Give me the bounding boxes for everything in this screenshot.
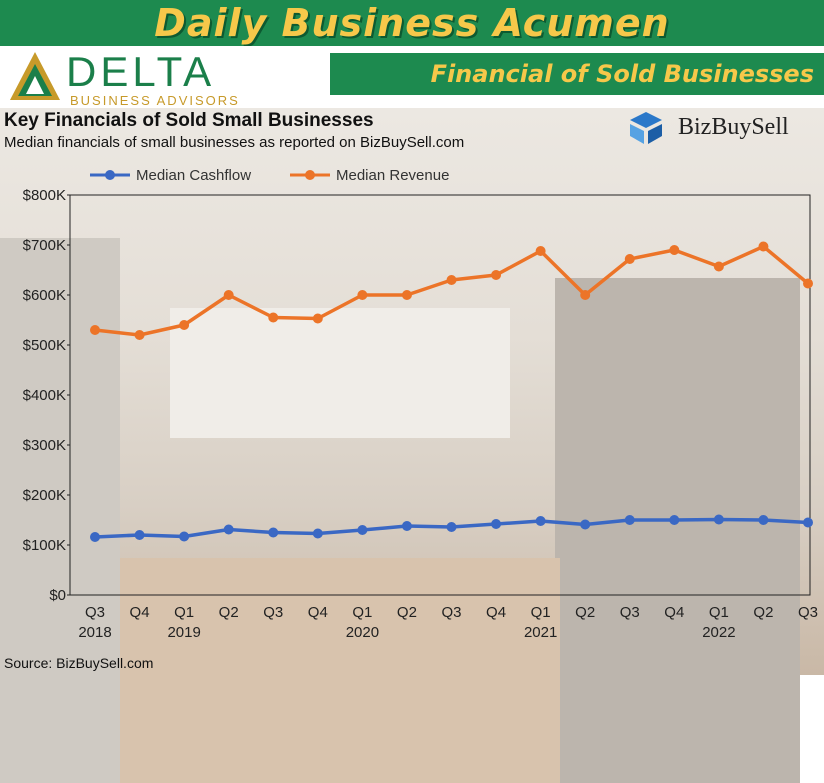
data-point: [357, 290, 368, 300]
data-point: [134, 530, 145, 540]
y-tick-label: $800K: [23, 187, 66, 204]
y-tick-label: $700K: [23, 237, 66, 254]
x-tick-label: Q1: [352, 604, 372, 621]
data-point: [268, 527, 279, 538]
series-line: [94, 244, 810, 337]
x-year-label: 2022: [702, 624, 735, 641]
x-year-label: 2020: [346, 624, 379, 641]
data-point: [401, 290, 412, 300]
data-point: [491, 519, 502, 529]
line-chart: Median Cashflow Median Revenue $0 $100K $20…: [23, 167, 818, 641]
x-tick-label: Q2: [397, 604, 417, 621]
x-tick-label: Q2: [575, 604, 595, 621]
data-point: [312, 528, 323, 539]
legend-label: Median Cashflow: [136, 167, 251, 184]
x-tick-label: Q3: [85, 604, 105, 621]
x-tick-label: Q3: [263, 604, 283, 621]
data-point: [134, 330, 145, 340]
y-tick-label: $300K: [23, 437, 66, 454]
data-point: [446, 522, 457, 532]
data-point: [401, 521, 412, 531]
x-tick-label: Q4: [664, 604, 684, 621]
data-point: [713, 261, 724, 272]
data-point: [90, 325, 100, 335]
plot-frame: [69, 194, 811, 596]
data-point: [624, 254, 635, 264]
bizbuysell-name: BizBuySell: [678, 114, 789, 140]
y-tick-label: $600K: [23, 287, 66, 304]
data-point: [223, 290, 234, 300]
data-point: [491, 270, 502, 280]
x-tick-label: Q4: [130, 604, 150, 621]
data-point: [580, 519, 591, 530]
y-tick-label: $200K: [23, 487, 66, 504]
chart-title: Key Financials of Sold Small Businesses: [4, 110, 374, 131]
legend-swatch-marker: [305, 170, 315, 180]
data-point: [535, 246, 546, 256]
legend-label: Median Revenue: [336, 167, 449, 184]
x-tick-label: Q4: [486, 604, 506, 621]
y-tick-label: $100K: [23, 537, 66, 554]
delta-logo-icon: [10, 52, 60, 100]
data-point: [669, 245, 680, 255]
data-point: [312, 313, 323, 324]
x-year-label: 2019: [167, 624, 200, 641]
top-banner: [0, 0, 824, 46]
y-tick-label: $500K: [23, 337, 66, 354]
x-tick-label: Q2: [753, 604, 773, 621]
data-point: [803, 517, 813, 528]
x-tick-label: Q3: [620, 604, 640, 621]
photo-wall: [170, 308, 510, 438]
x-tick-label: Q3: [798, 604, 818, 621]
chart-subtitle: Median financials of small businesses as…: [4, 134, 465, 151]
x-year-label: 2018: [78, 624, 111, 641]
data-point: [624, 515, 635, 525]
x-tick-label: Q2: [219, 604, 239, 621]
data-point: [223, 524, 234, 535]
chart-legend: Median Cashflow Median Revenue: [90, 167, 449, 184]
data-point: [268, 312, 279, 323]
source-note: Source: BizBuySell.com: [4, 655, 154, 671]
x-tick-label: Q4: [308, 604, 328, 621]
data-point: [713, 514, 724, 525]
x-year-label: 2021: [524, 624, 557, 641]
data-point: [803, 278, 813, 289]
x-tick-label: Q1: [174, 604, 194, 621]
y-tick-label: $400K: [23, 387, 66, 404]
data-point: [669, 515, 680, 525]
data-point: [179, 531, 190, 542]
data-point: [580, 290, 591, 300]
data-point: [90, 532, 100, 542]
banner-title: Daily Business Acumen: [154, 1, 670, 45]
data-point: [535, 516, 546, 526]
x-tick-label: Q1: [709, 604, 729, 621]
x-tick-label: Q1: [531, 604, 551, 621]
section-title: Financial of Sold Businesses: [430, 60, 814, 88]
brand-tagline: BUSINESS ADVISORS: [70, 93, 240, 108]
data-point: [758, 241, 769, 252]
legend-swatch-marker: [105, 170, 115, 180]
data-point: [357, 525, 368, 535]
y-tick-label: $0: [49, 587, 66, 604]
x-axis: Q3 2018 Q4 Q1 2019 Q2 Q3 Q4 Q1 2020 Q2 Q3 Q4 Q1 2021 Q2…: [78, 604, 818, 641]
section-banner: [330, 53, 824, 95]
plot-area: [69, 194, 813, 596]
data-point: [758, 515, 769, 525]
brand-name: DELTA: [66, 48, 216, 95]
data-point: [179, 320, 190, 330]
bizbuysell-logo-icon: [630, 112, 662, 144]
y-axis: $0 $100K $200K $300K $400K $500K $600K $700K $80…: [23, 187, 70, 604]
data-point: [446, 275, 457, 285]
x-tick-label: Q3: [441, 604, 461, 621]
